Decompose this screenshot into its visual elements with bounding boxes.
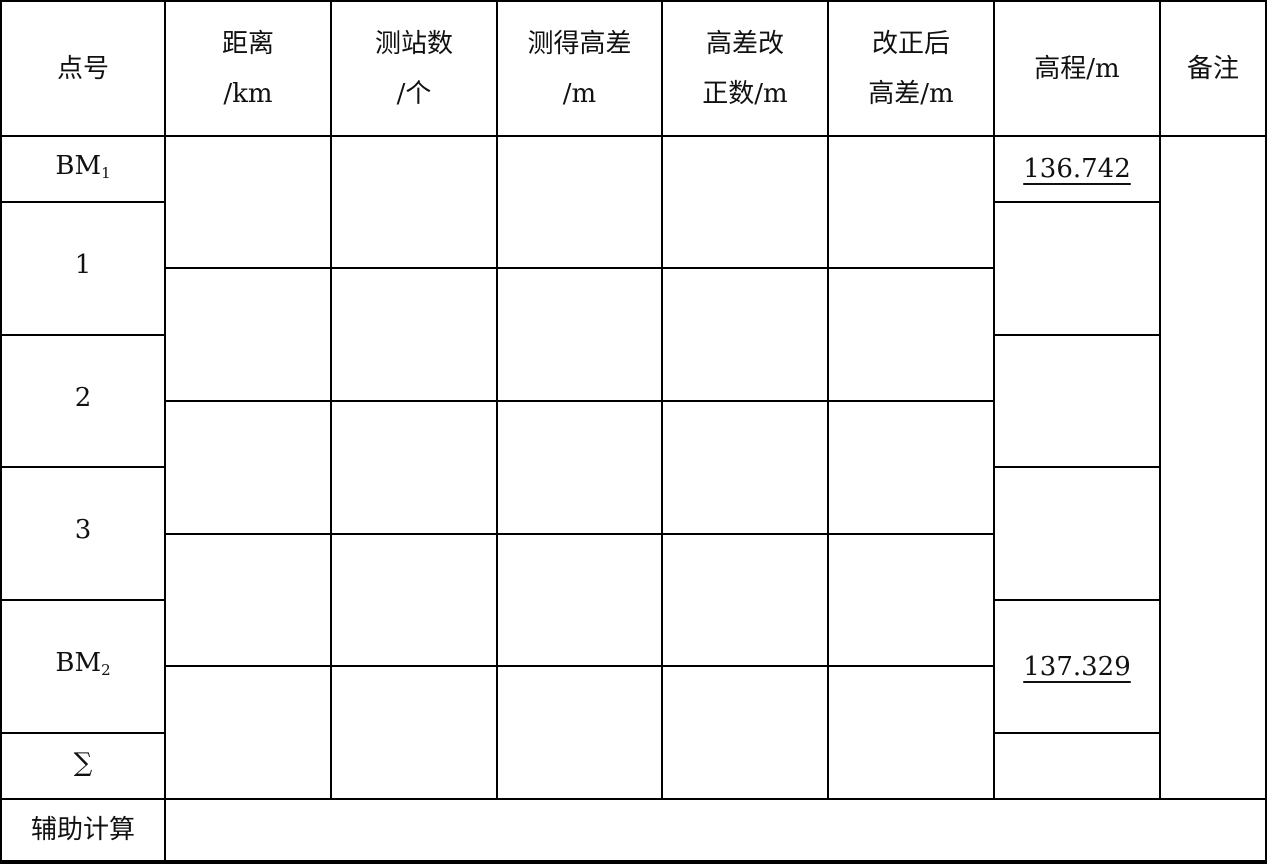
data-cell — [498, 402, 663, 535]
point-name: BM — [55, 150, 102, 181]
remarks-cell — [1161, 137, 1267, 800]
data-cell — [498, 667, 663, 800]
point-label: ∑ — [74, 738, 93, 795]
data-cell — [332, 535, 498, 667]
elevation-cell — [995, 336, 1161, 468]
point-cell: ∑ — [0, 734, 166, 800]
data-cell — [332, 269, 498, 402]
data-cell — [829, 402, 995, 535]
data-cell — [166, 667, 332, 800]
header-label: 高程/m — [1034, 53, 1120, 84]
header-cell: 距离 /km — [166, 2, 332, 137]
point-label: BM1 — [55, 141, 110, 198]
header-label: 距离 /km — [221, 28, 274, 109]
data-cell — [498, 137, 663, 269]
elevation-value: 137.329 — [1023, 651, 1131, 682]
data-cell — [663, 137, 829, 269]
point-subscript: 2 — [101, 661, 111, 679]
data-cell — [332, 402, 498, 535]
point-label: 2 — [75, 373, 92, 430]
data-cell — [498, 535, 663, 667]
point-name: 3 — [74, 515, 92, 545]
point-cell: 2 — [0, 336, 166, 468]
point-name: BM — [55, 648, 102, 678]
elevation-cell: 136.742 — [995, 137, 1161, 203]
elevation-cell — [995, 203, 1161, 336]
point-label: BM2 — [55, 638, 110, 695]
data-cell — [166, 269, 332, 402]
aux-value-cell — [166, 800, 1267, 864]
header-cell: 点号 — [0, 2, 166, 137]
data-cell — [829, 535, 995, 667]
header-cell: 高差改 正数/m — [663, 2, 829, 137]
header-cell: 测得高差 /m — [498, 2, 663, 137]
data-cell — [829, 667, 995, 800]
point-cell: 3 — [0, 468, 166, 601]
data-cell — [663, 535, 829, 667]
header-cell: 备注 — [1161, 2, 1267, 137]
elevation-value: 136.742 — [1023, 154, 1131, 184]
data-cell — [829, 269, 995, 402]
header-label: 改正后 高差/m — [868, 28, 954, 109]
data-cell — [166, 402, 332, 535]
point-name: 1 — [74, 250, 92, 280]
point-label: 3 — [75, 505, 92, 562]
data-cell — [332, 667, 498, 800]
aux-label: 辅助计算 — [30, 815, 135, 845]
header-cell: 测站数 /个 — [332, 2, 498, 137]
point-subscript: 1 — [101, 163, 111, 182]
header-cell: 改正后 高差/m — [829, 2, 995, 137]
header-label: 备注 — [1186, 53, 1239, 84]
header-label: 点号 — [56, 53, 109, 84]
data-cell — [663, 269, 829, 402]
data-cell — [498, 269, 663, 402]
point-cell: BM1 — [0, 137, 166, 203]
point-cell: 1 — [0, 203, 166, 336]
aux-label-cell: 辅助计算 — [0, 800, 166, 864]
elevation-cell: 137.329 — [995, 601, 1161, 734]
header-label: 测得高差 /m — [527, 28, 632, 109]
data-cell — [663, 402, 829, 535]
data-cell — [663, 667, 829, 800]
point-name: 2 — [74, 382, 92, 413]
header-cell: 高程/m — [995, 2, 1161, 137]
data-cell — [166, 535, 332, 667]
header-label: 测站数 /个 — [374, 28, 453, 109]
point-cell: BM2 — [0, 601, 166, 734]
header-label: 高差改 正数/m — [702, 28, 788, 109]
elevation-cell — [995, 734, 1161, 800]
data-cell — [166, 137, 332, 269]
point-label: 1 — [75, 240, 92, 297]
elevation-cell — [995, 468, 1161, 601]
data-cell — [332, 137, 498, 269]
data-cell — [829, 137, 995, 269]
point-name: ∑ — [73, 747, 93, 778]
